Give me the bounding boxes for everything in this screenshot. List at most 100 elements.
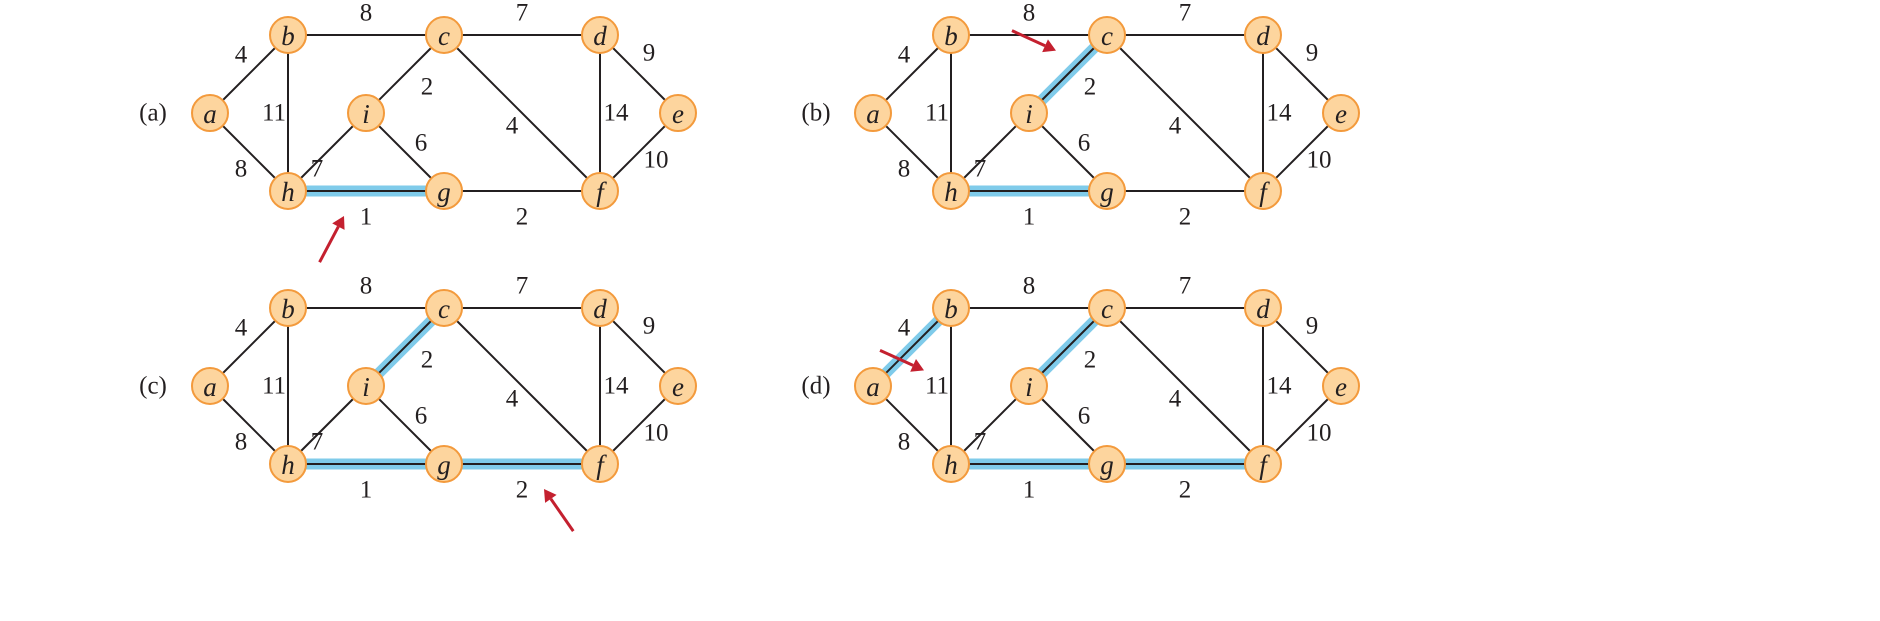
edge-weight-a-b: 4 [235,315,248,342]
node-d: d [1245,17,1281,53]
node-label: d [593,294,607,324]
edge-weight-c-f: 4 [506,386,519,413]
node-c: c [1089,17,1125,53]
edge-weight-g-f: 2 [516,477,529,504]
node-a: a [192,368,228,404]
edge-weight-c-i: 2 [1084,74,1097,101]
node-label: b [944,21,958,51]
node-i: i [348,368,384,404]
edge-weight-d-e: 9 [643,40,656,67]
edge-weight-a-b: 4 [898,315,911,342]
edge-weight-a-b: 4 [235,42,248,69]
red-arrow-shaft [551,499,573,531]
red-arrow-shaft [320,227,339,263]
node-label: i [1025,372,1033,402]
node-label: b [281,294,295,324]
node-e: e [660,368,696,404]
edge-c-f [444,35,600,191]
node-d: d [1245,290,1281,326]
node-label: h [281,177,295,207]
red-arrow-head [544,489,557,503]
edge-weight-c-i: 2 [421,74,434,101]
edge-weight-b-c: 8 [360,273,373,300]
edge-weight-a-h: 8 [898,429,911,456]
panel-label: (a) [139,100,167,127]
node-label: h [944,450,958,480]
node-label: a [866,99,880,129]
edge-weight-h-i: 7 [974,156,987,183]
node-c: c [426,17,462,53]
edge-weight-e-f: 10 [644,420,669,447]
panel-label: (d) [801,373,830,400]
edge-weight-d-f: 14 [604,373,630,400]
edge-weight-d-e: 9 [643,313,656,340]
node-g: g [426,173,462,209]
node-label: i [1025,99,1033,129]
edge-weight-h-i: 7 [311,429,324,456]
node-f: f [582,446,618,482]
node-c: c [426,290,462,326]
node-label: e [672,372,684,402]
edge-weight-d-f: 14 [1267,100,1293,127]
panel-label: (c) [139,373,167,400]
panel-d: (d)48811724914107162ab c defghi [801,273,1359,504]
red-arrow [1012,31,1056,52]
edge-weight-i-g: 6 [415,130,428,157]
node-label: g [1100,177,1114,207]
node-label: c [1101,294,1113,324]
node-label: c [438,294,450,324]
node-i: i [348,95,384,131]
node-i: i [1011,368,1047,404]
node-h: h [270,173,306,209]
node-label: g [1100,450,1114,480]
node-d: d [582,290,618,326]
node-c: c [1089,290,1125,326]
node-f: f [1245,173,1281,209]
edge-weight-h-g: 1 [360,477,373,504]
edge-c-f [444,308,600,464]
edge-weight-c-f: 4 [506,113,519,140]
node-label: a [203,99,217,129]
node-label: h [281,450,295,480]
node-a: a [855,368,891,404]
node-h: h [270,446,306,482]
edge-weight-i-g: 6 [415,403,428,430]
edge-c-f [1107,35,1263,191]
edge-weight-h-g: 1 [1023,204,1036,231]
node-label: b [944,294,958,324]
edge-weight-b-c: 8 [360,0,373,27]
node-label: d [1256,294,1270,324]
node-e: e [660,95,696,131]
edge-weight-c-d: 7 [1179,0,1192,27]
edge-weight-i-g: 6 [1078,403,1091,430]
node-label: d [1256,21,1270,51]
red-arrow [544,489,573,531]
node-g: g [426,446,462,482]
edge-weight-b-c: 8 [1023,273,1036,300]
edge-weight-d-f: 14 [604,100,630,127]
edge-weight-c-d: 7 [516,0,529,27]
edge-weight-c-f: 4 [1169,386,1182,413]
node-label: c [1101,21,1113,51]
edge-weight-b-h: 11 [262,100,286,127]
node-d: d [582,17,618,53]
edge-weight-g-f: 2 [516,204,529,231]
edge-weight-h-i: 7 [974,429,987,456]
edge-weight-a-h: 8 [235,156,248,183]
edge-weight-c-i: 2 [421,347,434,374]
edge-weight-b-c: 8 [1023,0,1036,27]
edge-weight-c-d: 7 [1179,273,1192,300]
edge-weight-e-f: 10 [644,147,669,174]
node-f: f [1245,446,1281,482]
node-label: a [866,372,880,402]
panel-a: (a) 4 8 8 11 7 2 4 9 14 10 7 1 6 2 a b c d e f g h i [139,0,696,262]
edge-weight-d-f: 14 [1267,373,1293,400]
node-h: h [933,173,969,209]
node-i: i [1011,95,1047,131]
node-label: g [437,450,451,480]
edge-weight-d-e: 9 [1306,313,1319,340]
edge-weight-b-h: 11 [925,373,949,400]
edge-weight-a-h: 8 [235,429,248,456]
edge-weight-h-i: 7 [311,156,324,183]
edge-weight-i-g: 6 [1078,130,1091,157]
